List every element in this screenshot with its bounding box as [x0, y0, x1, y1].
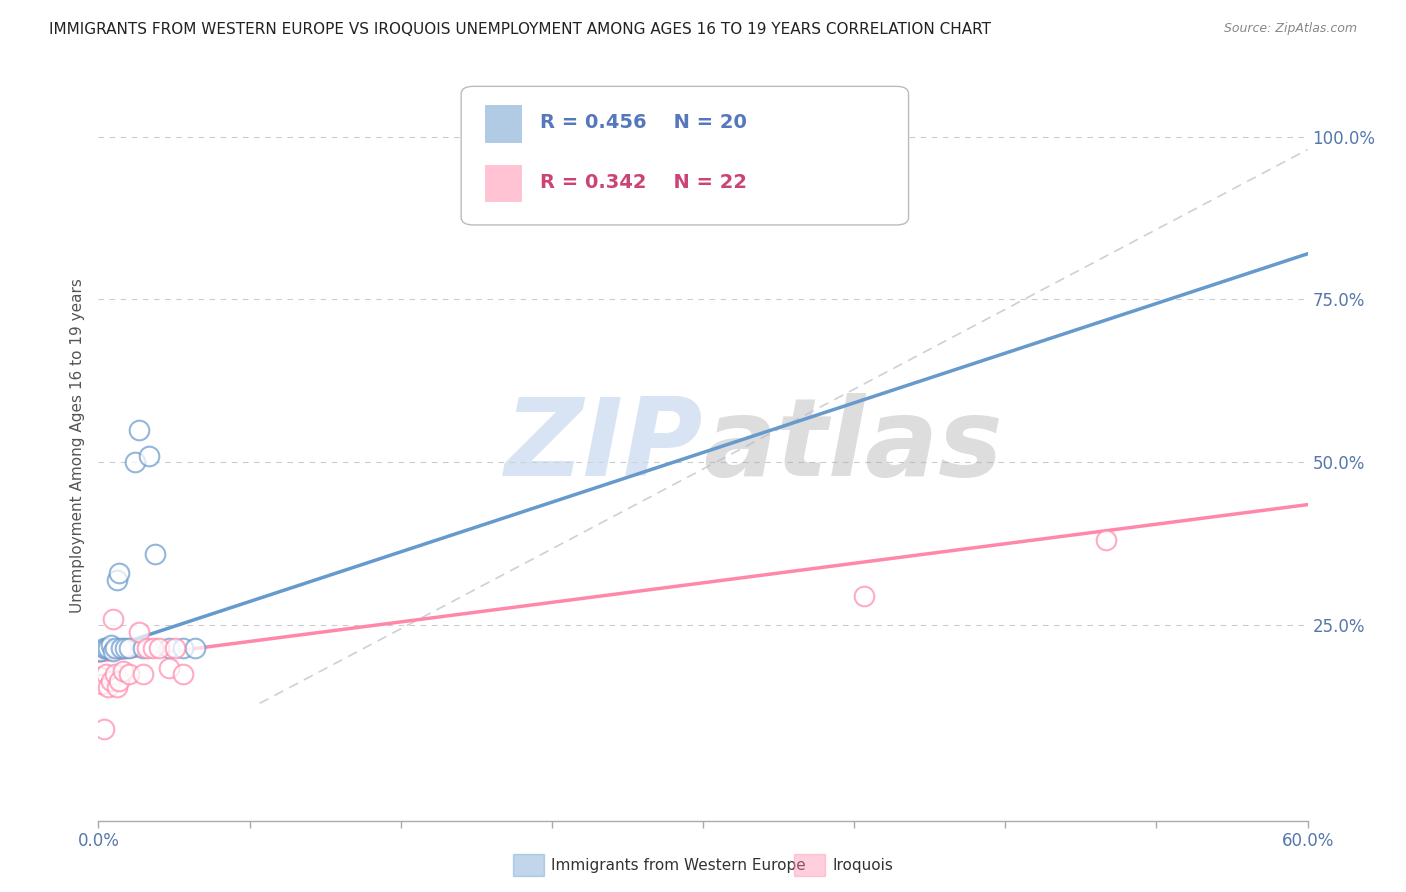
Point [111, 664, 134, 678]
Point [138, 449, 160, 463]
Point [172, 667, 194, 681]
Point [100, 673, 122, 688]
Point [103, 640, 125, 655]
Point [143, 547, 166, 561]
Text: R = 0.342    N = 22: R = 0.342 N = 22 [540, 173, 747, 192]
Text: Immigrants from Western Europe: Immigrants from Western Europe [551, 858, 806, 872]
Point [163, 640, 186, 655]
Point [105, 573, 128, 587]
Point [91, 677, 114, 691]
Bar [485, 105, 522, 143]
Point [132, 667, 155, 681]
Point [96, 667, 118, 681]
Text: Iroquois: Iroquois [832, 858, 893, 872]
FancyBboxPatch shape [461, 87, 908, 225]
Point [103, 667, 125, 681]
Point [97, 680, 120, 694]
Point [89, 644, 111, 658]
Point [105, 680, 128, 694]
Y-axis label: Unemployment Among Ages 16 to 19 years: Unemployment Among Ages 16 to 19 years [69, 278, 84, 614]
Point [157, 660, 180, 674]
Point [101, 612, 124, 626]
Point [157, 640, 180, 655]
Point [114, 640, 136, 655]
Point [118, 640, 141, 655]
Point [101, 644, 124, 658]
Point [135, 640, 157, 655]
Point [93, 723, 115, 737]
Point [128, 624, 150, 639]
Point [184, 640, 207, 655]
Point [118, 667, 141, 681]
Point [124, 455, 146, 469]
Point [100, 638, 122, 652]
Point [89, 670, 111, 684]
Point [853, 589, 876, 603]
Text: IMMIGRANTS FROM WESTERN EUROPE VS IROQUOIS UNEMPLOYMENT AMONG AGES 16 TO 19 YEAR: IMMIGRANTS FROM WESTERN EUROPE VS IROQUO… [49, 22, 991, 37]
Point [148, 640, 170, 655]
Bar [485, 165, 522, 202]
Point [97, 640, 120, 655]
Point [96, 640, 118, 655]
Point [110, 640, 132, 655]
Point [93, 640, 115, 655]
Point [132, 640, 155, 655]
Point [172, 640, 194, 655]
Point [107, 673, 129, 688]
Point [107, 566, 129, 580]
Text: Source: ZipAtlas.com: Source: ZipAtlas.com [1223, 22, 1357, 36]
Point [1095, 533, 1118, 548]
Text: R = 0.456    N = 20: R = 0.456 N = 20 [540, 112, 747, 132]
Point [142, 640, 165, 655]
Text: atlas: atlas [703, 393, 1002, 499]
Text: ZIP: ZIP [505, 393, 703, 499]
Point [128, 423, 150, 437]
